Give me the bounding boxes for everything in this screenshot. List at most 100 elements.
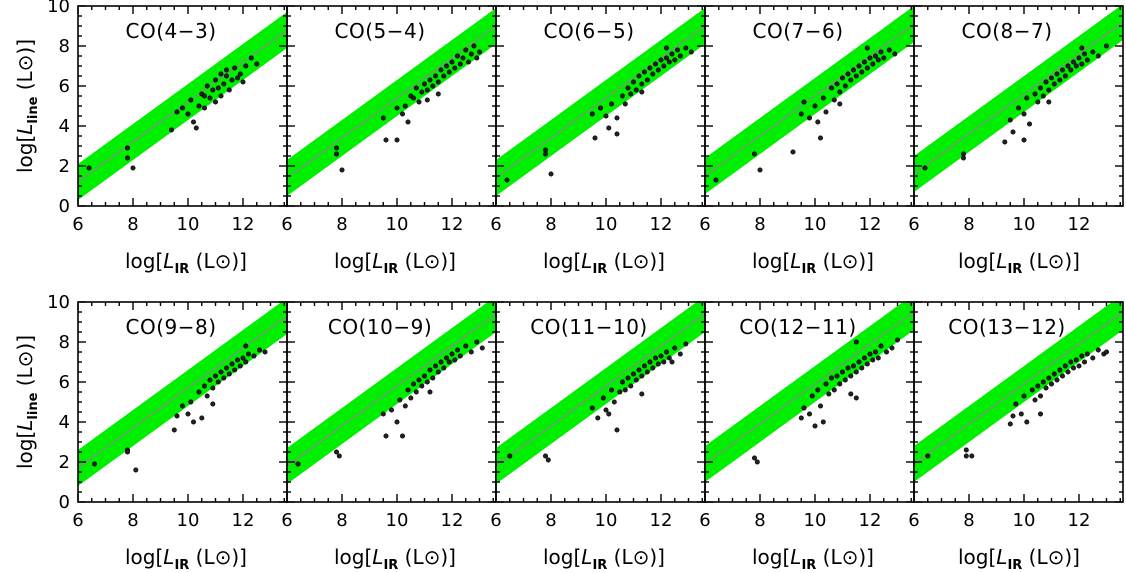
data-point — [468, 349, 474, 355]
x-tick-label: 6 — [72, 214, 83, 235]
y-tick-label: 10 — [47, 292, 70, 313]
data-point — [394, 137, 400, 143]
data-point — [251, 353, 257, 359]
data-point — [639, 391, 645, 397]
data-point — [435, 79, 441, 85]
x-tick-label: 12 — [232, 510, 255, 531]
data-point — [1002, 139, 1008, 145]
data-point — [424, 87, 430, 93]
data-point — [394, 105, 400, 111]
data-point — [235, 357, 241, 363]
panel-plot-area — [78, 302, 287, 486]
data-point — [1032, 397, 1038, 403]
x-tick-label: 10 — [804, 214, 827, 235]
data-point — [463, 343, 469, 349]
data-point — [427, 389, 433, 395]
data-point — [614, 427, 620, 433]
data-point — [870, 357, 876, 363]
x-tick-label: 12 — [650, 214, 673, 235]
data-point — [815, 387, 821, 393]
data-point — [622, 387, 628, 393]
x-tick-label: 10 — [177, 510, 200, 531]
x-tick-label: 10 — [177, 214, 200, 235]
x-tick-label: 6 — [490, 214, 501, 235]
data-point — [457, 353, 463, 359]
data-point — [650, 71, 656, 77]
data-point — [1051, 371, 1057, 377]
data-point — [388, 407, 394, 413]
scatter-band — [496, 302, 705, 484]
data-point — [812, 103, 818, 109]
data-point — [452, 65, 458, 71]
data-point — [218, 369, 224, 375]
scatter-band — [914, 302, 1123, 482]
data-point — [790, 149, 796, 155]
data-point — [399, 111, 405, 117]
data-point — [130, 165, 136, 171]
data-point — [240, 355, 246, 361]
panel-title: CO(6−5) — [543, 19, 634, 43]
data-point — [449, 59, 455, 65]
x-tick-label: 6 — [699, 214, 710, 235]
data-point — [295, 461, 301, 467]
data-point — [801, 99, 807, 105]
data-point — [630, 371, 636, 377]
fit-line — [287, 25, 496, 179]
x-tick-label: 8 — [963, 510, 974, 531]
ylabel-row2: log[Lline (L⊙)] — [13, 335, 41, 469]
panel-5: 6 8 10 12 0 2 4 6 8 10 CO(9−8) — [47, 292, 288, 531]
data-point — [545, 457, 551, 463]
data-point — [859, 365, 865, 371]
data-point — [438, 67, 444, 73]
data-point — [856, 63, 862, 69]
data-point — [669, 359, 675, 365]
y-tick-label: 6 — [59, 76, 70, 97]
data-point — [402, 103, 408, 109]
panel-4: 6 8 10 12 CO(8−7) — [908, 5, 1124, 235]
data-point — [636, 73, 642, 79]
data-point — [597, 105, 603, 111]
data-point — [256, 347, 262, 353]
y-tick-label: 6 — [59, 372, 70, 393]
data-point — [218, 93, 224, 99]
data-point — [419, 89, 425, 95]
data-point — [402, 403, 408, 409]
y-tick-label: 2 — [59, 452, 70, 473]
x-tick-label: 8 — [127, 214, 138, 235]
data-point — [199, 415, 205, 421]
data-point — [669, 51, 675, 57]
fit-line — [914, 21, 1123, 175]
data-point — [666, 59, 672, 65]
data-point — [125, 155, 131, 161]
data-point — [240, 79, 246, 85]
xlabel-p4: log[LIR (L⊙)] — [958, 249, 1080, 277]
data-point — [652, 61, 658, 67]
data-point — [875, 57, 881, 63]
data-point — [213, 373, 219, 379]
data-point — [474, 339, 480, 345]
data-point — [853, 339, 859, 345]
data-point — [408, 395, 414, 401]
panel-8: 6 8 10 12 CO(12−11) — [699, 301, 915, 531]
data-point — [1018, 411, 1024, 417]
data-point — [1021, 111, 1027, 117]
data-point — [606, 125, 612, 131]
x-tick-label: 8 — [545, 214, 556, 235]
data-point — [246, 351, 252, 357]
data-point — [1073, 63, 1079, 69]
data-point — [413, 85, 419, 91]
x-tick-label: 12 — [441, 510, 464, 531]
data-point — [922, 165, 928, 171]
data-point — [1021, 137, 1027, 143]
data-point — [611, 399, 617, 405]
x-tick-label: 8 — [336, 510, 347, 531]
data-point — [1038, 393, 1044, 399]
data-point — [872, 53, 878, 59]
data-point — [713, 177, 719, 183]
panel-plot-area — [705, 6, 914, 194]
panel-title: CO(7−6) — [752, 19, 843, 43]
data-point — [169, 127, 175, 133]
data-point — [454, 347, 460, 353]
data-point — [870, 61, 876, 67]
